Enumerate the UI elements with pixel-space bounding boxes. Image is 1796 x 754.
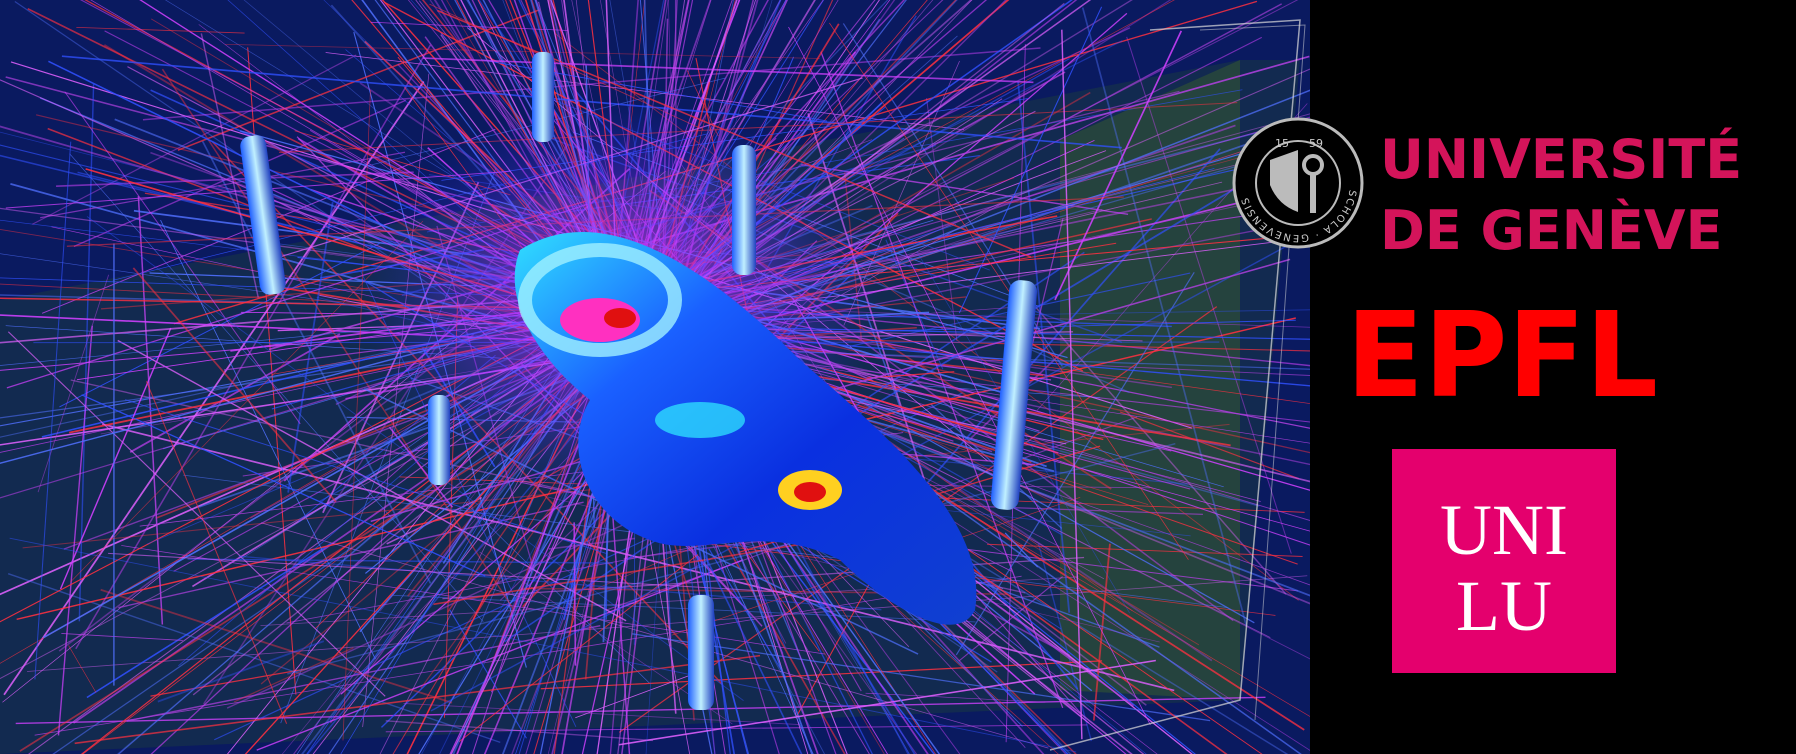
seal-key bbox=[1310, 173, 1316, 213]
particle-track bbox=[788, 26, 1151, 725]
particle-track bbox=[73, 99, 407, 248]
unilu-line1: UNI bbox=[1440, 490, 1568, 570]
particle-track bbox=[1092, 543, 1111, 721]
detector-edge bbox=[1049, 19, 1301, 751]
unilu-logo: UNI LU bbox=[1392, 449, 1616, 673]
particle-track bbox=[57, 325, 94, 736]
hot-core bbox=[604, 308, 636, 328]
particle-track bbox=[1081, 7, 1248, 627]
particle-track bbox=[548, 537, 636, 550]
particle-track bbox=[465, 502, 650, 684]
seal-year: 59 bbox=[1309, 137, 1323, 150]
particle-track bbox=[142, 47, 1041, 121]
particle-track bbox=[76, 26, 245, 34]
detector-visualization bbox=[0, 0, 1310, 754]
particle-track bbox=[618, 659, 1156, 746]
particle-track bbox=[575, 669, 704, 719]
sensor-cylinder bbox=[732, 145, 756, 275]
particle-track bbox=[34, 575, 1022, 736]
unilu-line2: LU bbox=[1456, 566, 1552, 646]
particle-track bbox=[81, 394, 486, 577]
particle-track bbox=[631, 633, 1211, 722]
sensor-cylinder bbox=[428, 395, 450, 485]
detector-side bbox=[1060, 60, 1240, 700]
particle-track bbox=[287, 443, 1176, 675]
particle-track bbox=[64, 91, 301, 425]
particle-track bbox=[287, 201, 334, 493]
particle-track bbox=[132, 267, 337, 503]
particle-track bbox=[145, 381, 288, 724]
particle-track bbox=[286, 535, 756, 624]
particle-track bbox=[108, 552, 783, 593]
unige-line2: DE GENÈVE bbox=[1380, 199, 1722, 262]
particle-track bbox=[958, 576, 1063, 662]
unilu-box bbox=[1392, 449, 1616, 673]
particle-track bbox=[56, 171, 414, 187]
particle-track bbox=[34, 141, 72, 680]
sensor-cylinder bbox=[990, 280, 1038, 510]
particle-track bbox=[124, 399, 607, 554]
particle-track bbox=[78, 84, 95, 622]
particle-track bbox=[955, 271, 1195, 656]
particle-track bbox=[422, 57, 1034, 84]
particle-track bbox=[1126, 36, 1292, 554]
particle-track bbox=[392, 594, 976, 623]
particle-track bbox=[342, 90, 371, 741]
particle-track bbox=[160, 219, 376, 660]
particle-track bbox=[15, 696, 1266, 725]
particle-track bbox=[687, 541, 1276, 616]
particle-track bbox=[829, 22, 1189, 560]
particle-track bbox=[458, 554, 699, 743]
particle-track bbox=[40, 151, 406, 219]
particle-track bbox=[1017, 285, 1287, 595]
particle-track bbox=[100, 588, 453, 704]
particle-track bbox=[86, 216, 744, 702]
particle-track bbox=[126, 625, 601, 722]
particle-track bbox=[1017, 82, 1071, 613]
particle-track bbox=[32, 54, 357, 225]
particle-track bbox=[1119, 411, 1300, 480]
particle-track bbox=[325, 52, 965, 131]
particle-track bbox=[1061, 29, 1083, 740]
particle-track bbox=[885, 239, 944, 370]
particle-track bbox=[846, 393, 1255, 624]
sensor-cylinder bbox=[532, 52, 554, 142]
sensor-cylinder bbox=[688, 595, 714, 710]
particle-track bbox=[7, 331, 386, 697]
particle-track bbox=[157, 640, 325, 703]
unige-logo: 15 59 SCHOLA · GENEVENSIS UNIVERSITÉ DE … bbox=[1232, 117, 1742, 262]
seal-inner bbox=[1255, 140, 1341, 226]
seal-eagle bbox=[1270, 150, 1298, 212]
particle-track bbox=[442, 556, 1085, 600]
particle-track bbox=[388, 426, 454, 508]
particle-track bbox=[403, 703, 800, 725]
warm-spot bbox=[655, 402, 745, 438]
particle-track bbox=[1037, 543, 1093, 742]
seal-year: 15 bbox=[1275, 137, 1289, 150]
particle-track bbox=[708, 548, 787, 679]
particle-track bbox=[278, 102, 1238, 153]
particle-track bbox=[26, 575, 1308, 672]
particle-track bbox=[187, 558, 613, 564]
detector-edge bbox=[1199, 24, 1306, 721]
particle-track bbox=[59, 327, 172, 590]
hot-core bbox=[794, 482, 826, 502]
particle-track bbox=[9, 537, 1077, 753]
unige-line1: UNIVERSITÉ bbox=[1380, 128, 1742, 191]
particle-track bbox=[68, 645, 97, 693]
sensor-cylinder bbox=[240, 135, 286, 295]
particle-track bbox=[74, 654, 761, 745]
epfl-logo: EPFL bbox=[1346, 286, 1658, 424]
particle-track bbox=[233, 647, 354, 703]
particle-track bbox=[958, 6, 1103, 314]
heat-ring bbox=[518, 243, 682, 357]
particle-track bbox=[61, 632, 183, 641]
particle-track bbox=[385, 720, 654, 742]
particle-track bbox=[75, 44, 432, 650]
